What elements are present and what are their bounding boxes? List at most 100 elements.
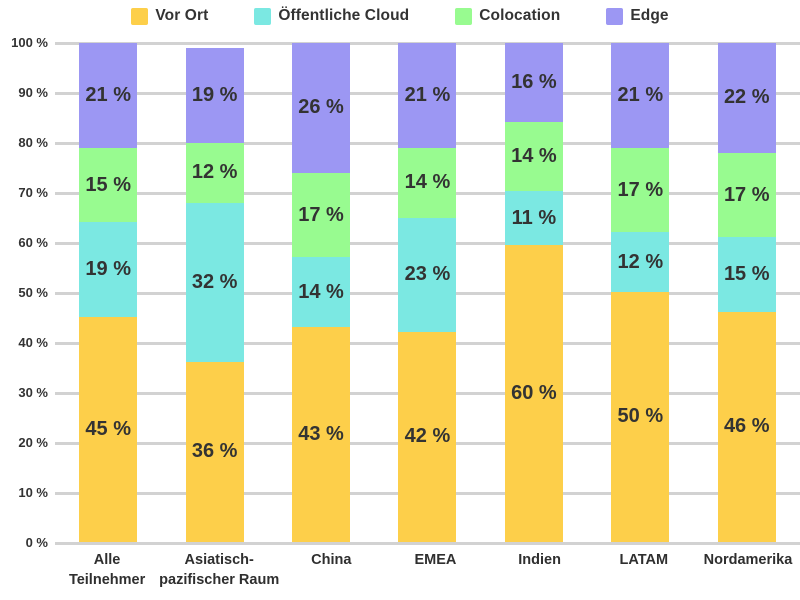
bar-segment: 17 % bbox=[292, 172, 351, 258]
bar-segment: 50 % bbox=[611, 292, 670, 542]
y-tick-label-40: 40 % bbox=[18, 335, 48, 350]
x-tick-label-1: Alle Teilnehmer bbox=[68, 552, 146, 589]
segment-value-label: 19 % bbox=[191, 83, 238, 106]
segment-value-label: 46 % bbox=[723, 415, 770, 438]
segment-value-label: 15 % bbox=[723, 263, 770, 286]
bar-segment: 14 % bbox=[292, 257, 351, 328]
y-tick-label-80: 80 % bbox=[18, 135, 48, 150]
bar-segment: 17 % bbox=[611, 147, 670, 233]
bar-5: 60 % 11 % 14 % 16 % bbox=[504, 43, 563, 542]
bar-7: 46 % 15 % 17 % 22 % bbox=[717, 43, 776, 542]
gridline-0 bbox=[55, 541, 800, 545]
segment-value-label: 14 % bbox=[298, 280, 344, 303]
segment-value-label: 22 % bbox=[723, 86, 770, 109]
legend-item-1: Vor Ort bbox=[131, 7, 208, 25]
bar-slot-6: 50 % 12 % 17 % 21 % bbox=[587, 43, 693, 542]
segment-value-label: 16 % bbox=[511, 71, 557, 94]
bar-segment: 45 % bbox=[79, 317, 138, 542]
segment-value-label: 45 % bbox=[85, 417, 131, 440]
y-tick-label-10: 10 % bbox=[18, 485, 48, 500]
y-tick-label-50: 50 % bbox=[18, 285, 48, 300]
bar-slot-4: 42 % 23 % 14 % 21 % bbox=[374, 43, 480, 542]
bar-slot-7: 46 % 15 % 17 % 22 % bbox=[694, 43, 800, 542]
bar-segment: 32 % bbox=[185, 202, 244, 363]
bar-segment: 42 % bbox=[398, 332, 457, 542]
bar-segment: 21 % bbox=[398, 43, 457, 148]
legend-item-3: Colocation bbox=[455, 7, 560, 25]
x-tick-label-3: China bbox=[311, 552, 352, 568]
bar-segment: 22 % bbox=[717, 43, 776, 153]
bar-1: 45 % 19 % 15 % 21 % bbox=[79, 43, 138, 542]
x-axis-labels: Alle Teilnehmer Asiatisch- pazifischer Ra… bbox=[55, 550, 800, 591]
segment-value-label: 32 % bbox=[191, 270, 238, 293]
segment-value-label: 50 % bbox=[617, 405, 664, 428]
segment-value-label: 15 % bbox=[85, 173, 131, 196]
segment-value-label: 21 % bbox=[617, 83, 664, 106]
y-tick-label-70: 70 % bbox=[18, 185, 48, 200]
bar-segment: 11 % bbox=[504, 191, 563, 246]
legend-swatch bbox=[131, 7, 149, 25]
x-tick-label-4: EMEA bbox=[414, 552, 457, 568]
segment-value-label: 26 % bbox=[298, 96, 344, 119]
segment-value-label: 43 % bbox=[298, 422, 344, 445]
segment-value-label: 12 % bbox=[617, 250, 664, 273]
x-tick-label-2: Asiatisch- pazifischer Raum bbox=[159, 552, 280, 589]
segment-value-label: 17 % bbox=[617, 178, 664, 201]
bar-segment: 12 % bbox=[611, 232, 670, 293]
legend-swatch bbox=[606, 7, 624, 25]
chart-legend: Vor Ort Öffentliche Cloud Colocation Edge bbox=[0, 7, 800, 25]
gridline-100 bbox=[55, 41, 800, 45]
bar-segment: 16 % bbox=[504, 43, 563, 122]
bar-segment: 46 % bbox=[717, 312, 776, 542]
segment-value-label: 21 % bbox=[85, 83, 131, 106]
legend-item-2: Öffentliche Cloud bbox=[254, 7, 409, 25]
legend-label: Edge bbox=[630, 7, 669, 24]
segment-value-label: 11 % bbox=[511, 206, 557, 229]
legend-label: Vor Ort bbox=[155, 7, 209, 24]
plot-area: 45 % 19 % 15 % 21 % 36 % 32 % 12 % 19 % 43 % 14 %… bbox=[55, 41, 800, 545]
legend-swatch bbox=[254, 7, 272, 25]
segment-value-label: 17 % bbox=[723, 183, 770, 206]
bar-segment: 23 % bbox=[398, 217, 457, 333]
bar-segment: 43 % bbox=[292, 327, 351, 542]
segment-value-label: 17 % bbox=[298, 203, 344, 226]
segment-value-label: 60 % bbox=[511, 381, 557, 404]
bar-segment: 60 % bbox=[504, 245, 563, 542]
y-axis-labels: 0 % 10 % 20 % 30 % 40 % 50 % 60 % 70 % 80 % 90 % 1… bbox=[0, 35, 48, 550]
legend-swatch bbox=[455, 7, 473, 25]
segment-value-label: 21 % bbox=[404, 83, 451, 106]
bar-segment: 36 % bbox=[185, 362, 244, 542]
bar-slot-1: 45 % 19 % 15 % 21 % bbox=[55, 43, 161, 542]
bar-segment: 19 % bbox=[185, 48, 244, 143]
segment-value-label: 19 % bbox=[85, 258, 131, 281]
bar-6: 50 % 12 % 17 % 21 % bbox=[611, 43, 670, 542]
bar-segment: 15 % bbox=[717, 237, 776, 313]
bar-segment: 14 % bbox=[398, 147, 457, 218]
bar-segment: 19 % bbox=[79, 222, 138, 318]
x-tick-label-7: Nordamerika bbox=[703, 552, 793, 568]
segment-value-label: 23 % bbox=[404, 263, 451, 286]
bars-container: 45 % 19 % 15 % 21 % 36 % 32 % 12 % 19 % 43 % 14 %… bbox=[55, 43, 800, 542]
bar-segment: 21 % bbox=[79, 43, 138, 148]
segment-value-label: 36 % bbox=[191, 440, 238, 463]
bar-3: 43 % 14 % 17 % 26 % bbox=[292, 43, 351, 542]
segment-value-label: 14 % bbox=[511, 145, 557, 168]
bar-segment: 15 % bbox=[79, 147, 138, 223]
bar-2: 36 % 32 % 12 % 19 % bbox=[185, 43, 244, 542]
bar-segment: 14 % bbox=[504, 122, 563, 192]
bar-slot-2: 36 % 32 % 12 % 19 % bbox=[161, 43, 267, 542]
x-tick-label-5: Indien bbox=[518, 552, 561, 568]
y-tick-label-30: 30 % bbox=[18, 385, 48, 400]
legend-label: Öffentliche Cloud bbox=[278, 7, 410, 24]
y-tick-label-100: 100 % bbox=[11, 35, 48, 50]
segment-value-label: 42 % bbox=[404, 425, 451, 448]
bar-4: 42 % 23 % 14 % 21 % bbox=[398, 43, 457, 542]
y-tick-label-0: 0 % bbox=[25, 535, 48, 550]
y-tick-label-90: 90 % bbox=[18, 85, 48, 100]
bar-segment: 21 % bbox=[611, 43, 670, 148]
legend-label: Colocation bbox=[479, 7, 561, 24]
y-tick-label-20: 20 % bbox=[18, 435, 48, 450]
x-tick-label-6: LATAM bbox=[619, 552, 669, 568]
bar-segment: 12 % bbox=[185, 142, 244, 203]
